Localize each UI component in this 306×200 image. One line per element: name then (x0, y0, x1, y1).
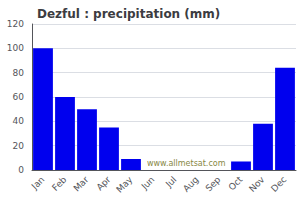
svg-text:20: 20 (13, 141, 25, 151)
svg-text:40: 40 (13, 116, 25, 126)
svg-text:120: 120 (7, 19, 24, 29)
svg-text:0: 0 (18, 165, 24, 175)
svg-text:Dezful : precipitation (mm): Dezful : precipitation (mm) (37, 7, 220, 21)
svg-text:Jul: Jul (163, 174, 178, 189)
svg-text:Sep: Sep (203, 174, 222, 193)
svg-text:Nov: Nov (247, 174, 267, 194)
svg-text:Mar: Mar (71, 174, 90, 193)
svg-text:Dec: Dec (269, 174, 288, 193)
svg-text:May: May (114, 174, 135, 195)
svg-text:60: 60 (13, 92, 25, 102)
svg-text:Feb: Feb (50, 174, 69, 193)
svg-text:80: 80 (13, 68, 25, 78)
svg-text:Jun: Jun (139, 174, 157, 192)
svg-text:www.allmetsat.com: www.allmetsat.com (147, 159, 226, 168)
svg-text:Aug: Aug (181, 174, 200, 193)
svg-text:Apr: Apr (94, 174, 112, 192)
svg-text:100: 100 (7, 43, 24, 53)
svg-text:Jan: Jan (29, 174, 47, 192)
svg-text:Oct: Oct (226, 174, 244, 192)
